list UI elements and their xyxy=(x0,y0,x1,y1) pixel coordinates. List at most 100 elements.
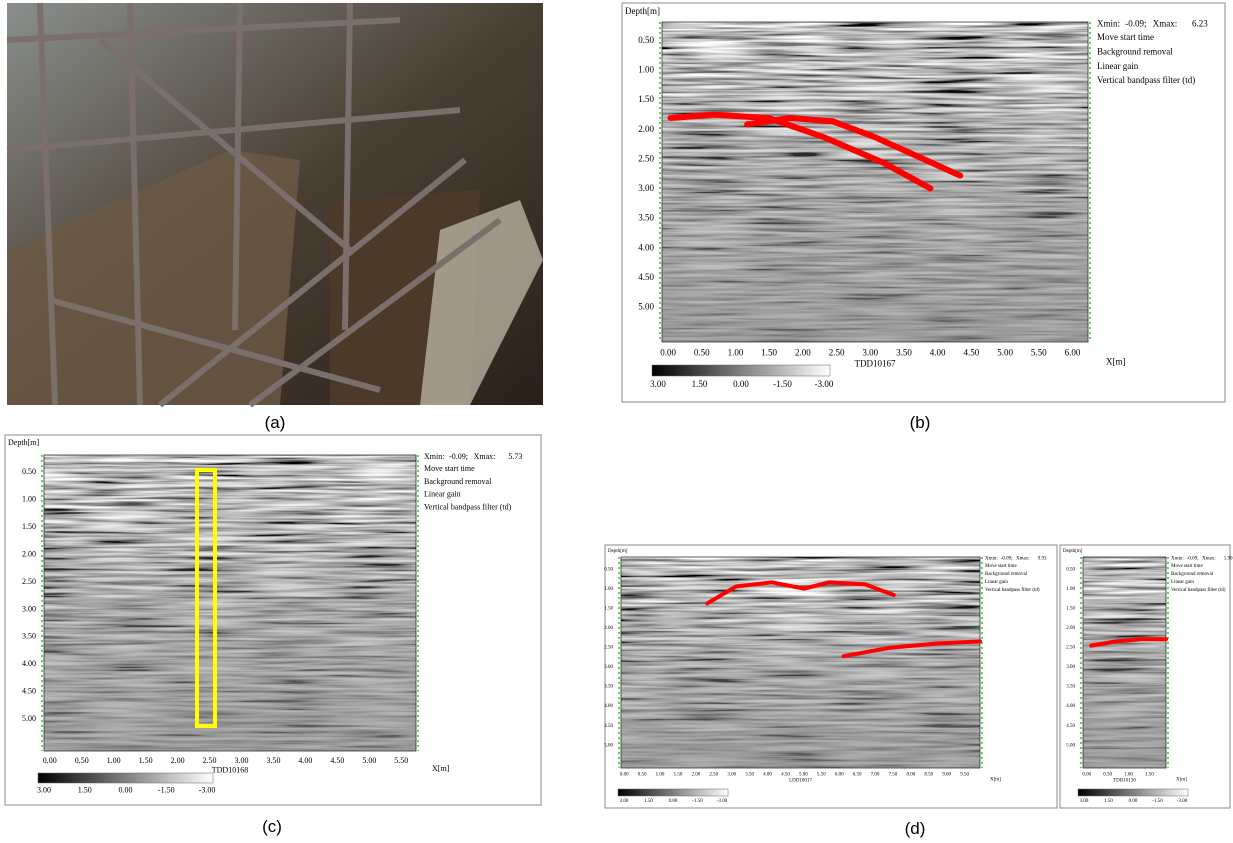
panel-label: (a) xyxy=(265,413,286,432)
y-tick-label: 4.50 xyxy=(22,687,36,696)
y-tick-label: 1.50 xyxy=(604,607,613,612)
depth-label: Depth[m] xyxy=(1063,549,1083,554)
x-tick-label: 6.00 xyxy=(1065,348,1081,358)
x-tick-label: 9.00 xyxy=(942,773,951,778)
x-tick-label: 1.00 xyxy=(107,756,121,765)
x-tick-label: 5.00 xyxy=(799,773,808,778)
colorbar-label: -3.00 xyxy=(815,379,834,389)
x-tick-label: 5.50 xyxy=(394,756,408,765)
x-tick-label: 4.50 xyxy=(964,348,980,358)
panel-label: (d) xyxy=(905,819,926,838)
processing-step: Linear gain xyxy=(1097,61,1139,71)
y-tick-label: 0.50 xyxy=(22,467,36,476)
x-tick-label: 4.00 xyxy=(930,348,946,358)
y-tick-label: 1.50 xyxy=(638,94,654,104)
x-tick-label: 4.50 xyxy=(330,756,344,765)
annotation-curve xyxy=(1089,637,1168,648)
y-tick-label: 2.00 xyxy=(638,124,654,134)
colorbar xyxy=(1077,788,1189,797)
x-tick-label: 1.50 xyxy=(761,348,777,358)
x-tick-label: 7.00 xyxy=(871,773,880,778)
colorbar-label: 0.00 xyxy=(119,786,133,795)
info: Xmin: xyxy=(1171,557,1184,562)
x-tick-label: 2.50 xyxy=(829,348,845,358)
x-tick-label: 3.50 xyxy=(896,348,912,358)
x-tick-label: 1.00 xyxy=(656,773,665,778)
y-tick-label: 2.50 xyxy=(1066,646,1075,651)
y-tick-label: 1.00 xyxy=(22,495,36,504)
processing-step: Vertical bandpass filter (td) xyxy=(1171,588,1226,593)
y-tick-label: 4.50 xyxy=(638,272,654,282)
x-tick-label: 1.00 xyxy=(728,348,744,358)
x-tick-label: 6.00 xyxy=(835,773,844,778)
y-tick-label: 5.00 xyxy=(1066,743,1075,748)
highlight-box xyxy=(195,468,217,728)
x-tick-label: 3.00 xyxy=(727,773,736,778)
x-axis-label: X[m] xyxy=(1176,778,1187,783)
y-tick-label: 1.00 xyxy=(1066,587,1075,592)
y-tick-label: 2.00 xyxy=(1066,626,1075,631)
file-name: LDD10017 xyxy=(789,779,812,784)
x-tick-label: 2.00 xyxy=(795,348,811,358)
x-tick-label: 1.50 xyxy=(674,773,683,778)
y-tick-label: 3.50 xyxy=(1066,685,1075,690)
annotation-curve xyxy=(841,639,982,659)
colorbar-label: -3.00 xyxy=(199,786,216,795)
x-tick-label: 2.50 xyxy=(203,756,217,765)
info: -0.09; xyxy=(1187,557,1199,562)
y-tick-label: 3.00 xyxy=(604,665,613,670)
processing-step: Vertical bandpass filter (td) xyxy=(1097,75,1195,85)
info: -0.09; xyxy=(1001,557,1013,562)
y-tick-label: 3.00 xyxy=(638,183,654,193)
y-tick-label: 3.00 xyxy=(22,604,36,613)
info: Xmin: xyxy=(985,557,998,562)
radargram-border xyxy=(43,454,417,752)
y-tick-label: 3.50 xyxy=(604,685,613,690)
y-tick-label: 5.00 xyxy=(604,743,613,748)
info: Xmin: xyxy=(1097,19,1120,29)
y-tick-label: 3.50 xyxy=(638,213,654,223)
depth-label: Depth[m] xyxy=(608,549,628,554)
x-tick-label: 3.50 xyxy=(266,756,280,765)
colorbar xyxy=(651,364,831,377)
colorbar-label: 0.00 xyxy=(669,799,678,804)
x-tick-label: 0.50 xyxy=(638,773,647,778)
panel-label: (c) xyxy=(262,817,282,836)
info: Xmax: xyxy=(1016,557,1030,562)
y-tick-label: 0.50 xyxy=(1066,567,1075,572)
colorbar-label: -1.50 xyxy=(773,379,792,389)
y-tick-label: 4.00 xyxy=(638,242,654,252)
colorbar-label: 3.00 xyxy=(1080,799,1089,804)
colorbar-label: 3.00 xyxy=(620,799,629,804)
depth-label: Depth[m] xyxy=(625,6,660,16)
y-tick-label: 3.50 xyxy=(22,632,36,641)
processing-step: Move start time xyxy=(985,564,1017,569)
y-tick-label: 3.00 xyxy=(1066,665,1075,670)
radargram-fade xyxy=(621,582,980,768)
processing-step: Move start time xyxy=(424,464,475,473)
colorbar-label: 1.50 xyxy=(1104,799,1113,804)
info: -0.09; xyxy=(1125,19,1146,29)
processing-step: Linear gain xyxy=(985,580,1008,585)
info: -0.09; xyxy=(449,452,468,461)
radargram-fade xyxy=(662,60,1088,343)
y-tick-label: 4.00 xyxy=(22,659,36,668)
radargram-border xyxy=(620,556,981,769)
x-tick-label: 5.00 xyxy=(362,756,376,765)
radargram-border xyxy=(661,21,1089,343)
x-axis-label: X[m] xyxy=(432,764,450,773)
x-tick-label: 2.00 xyxy=(692,773,701,778)
radargram-border xyxy=(1082,556,1167,769)
info: 5.73 xyxy=(508,452,522,461)
colorbar-label: 0.00 xyxy=(733,379,749,389)
x-tick-label: 7.50 xyxy=(889,773,898,778)
y-tick-label: 1.50 xyxy=(1066,607,1075,612)
colorbar-label: -3.00 xyxy=(717,799,728,804)
y-tick-label: 2.50 xyxy=(638,153,654,163)
x-tick-label: 5.50 xyxy=(1031,348,1047,358)
file-name: TDD10167 xyxy=(855,358,896,368)
x-tick-label: 0.00 xyxy=(43,756,57,765)
radargram-fade xyxy=(44,490,416,751)
processing-step: Move start time xyxy=(1097,32,1154,42)
x-tick-label: 0.50 xyxy=(1103,773,1112,778)
